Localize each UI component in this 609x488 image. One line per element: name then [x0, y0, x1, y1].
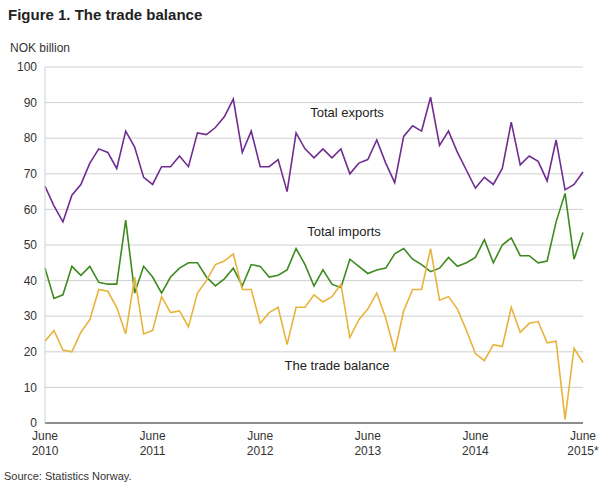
- svg-text:10: 10: [24, 381, 38, 395]
- svg-text:30: 30: [24, 309, 38, 323]
- svg-text:90: 90: [24, 96, 38, 110]
- html-text:The trade balance: The trade balance: [284, 358, 390, 373]
- svg-text:20: 20: [24, 345, 38, 359]
- html-text:Total imports: Total imports: [307, 224, 381, 239]
- svg-text:June2013: June2013: [354, 429, 381, 458]
- svg-text:0: 0: [30, 416, 37, 430]
- svg-text:June2011: June2011: [140, 429, 166, 458]
- svg-text:80: 80: [24, 131, 38, 145]
- html-text:Figure 1. The trade balance: Figure 1. The trade balance: [8, 6, 203, 23]
- svg-text:100: 100: [17, 60, 37, 74]
- html-text:Total exports: Total exports: [310, 105, 384, 120]
- svg-text:70: 70: [24, 167, 38, 181]
- html-text:Source: Statistics Norway.: Source: Statistics Norway.: [4, 470, 132, 482]
- svg-text:50: 50: [24, 238, 38, 252]
- svg-text:June2015*: June2015*: [567, 429, 599, 458]
- html-text:NOK billion: NOK billion: [10, 41, 70, 55]
- svg-text:40: 40: [24, 274, 38, 288]
- svg-text:60: 60: [24, 203, 38, 217]
- svg-text:June2010: June2010: [32, 429, 59, 458]
- svg-text:June2012: June2012: [247, 429, 274, 458]
- svg-text:June2014: June2014: [462, 429, 489, 458]
